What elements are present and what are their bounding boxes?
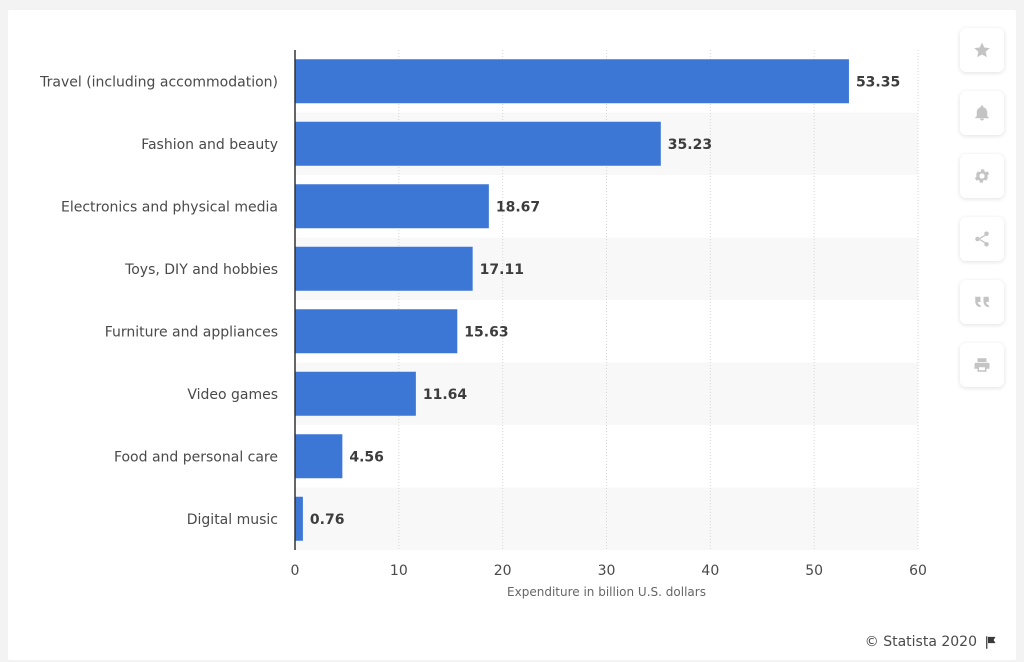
gear-icon [974, 169, 990, 183]
source-credit[interactable]: © Statista 2020 [865, 634, 998, 650]
bar [295, 184, 489, 229]
bar [295, 59, 849, 104]
x-tick-label: 0 [291, 563, 300, 579]
value-label: 0.76 [310, 512, 345, 528]
category-label: Fashion and beauty [141, 137, 278, 153]
notification-button[interactable] [960, 91, 1004, 135]
category-label: Travel (including accommodation) [39, 74, 278, 90]
share-icon [975, 231, 989, 247]
bar [295, 309, 458, 354]
category-label: Toys, DIY and hobbies [124, 262, 278, 278]
share-button[interactable] [960, 217, 1004, 261]
printer-icon [974, 358, 990, 372]
star-icon [974, 42, 990, 58]
x-tick-label: 50 [805, 563, 823, 579]
value-label: 17.11 [480, 262, 524, 278]
category-label: Video games [187, 387, 278, 403]
value-label: 11.64 [423, 387, 468, 403]
value-label: 18.67 [496, 199, 540, 215]
bar [295, 121, 661, 166]
value-label: 53.35 [856, 74, 900, 90]
x-tick-label: 10 [390, 563, 408, 579]
category-label: Furniture and appliances [105, 324, 278, 340]
category-label: Electronics and physical media [61, 199, 278, 215]
bar [295, 246, 473, 291]
quote-icon [975, 296, 989, 308]
settings-button[interactable] [960, 154, 1004, 198]
cite-button[interactable] [960, 280, 1004, 324]
credit-text[interactable]: © Statista 2020 [864, 634, 977, 650]
category-label: Digital music [187, 512, 278, 528]
print-button[interactable] [960, 343, 1004, 387]
flag-icon[interactable] [983, 635, 998, 650]
x-axis-title: Expenditure in billion U.S. dollars [507, 585, 706, 599]
x-tick-label: 20 [494, 563, 512, 579]
bar [295, 496, 303, 541]
x-tick-label: 30 [598, 563, 616, 579]
value-label: 4.56 [349, 449, 384, 465]
favorite-button[interactable] [960, 28, 1004, 72]
side-toolbar [960, 28, 1004, 387]
bell-icon [975, 105, 989, 121]
value-label: 35.23 [668, 137, 712, 153]
category-label: Food and personal care [114, 449, 278, 465]
value-label: 15.63 [464, 324, 508, 340]
x-tick-label: 40 [701, 563, 719, 579]
bar [295, 371, 416, 416]
x-tick-label: 60 [909, 563, 927, 579]
bar [295, 434, 343, 479]
